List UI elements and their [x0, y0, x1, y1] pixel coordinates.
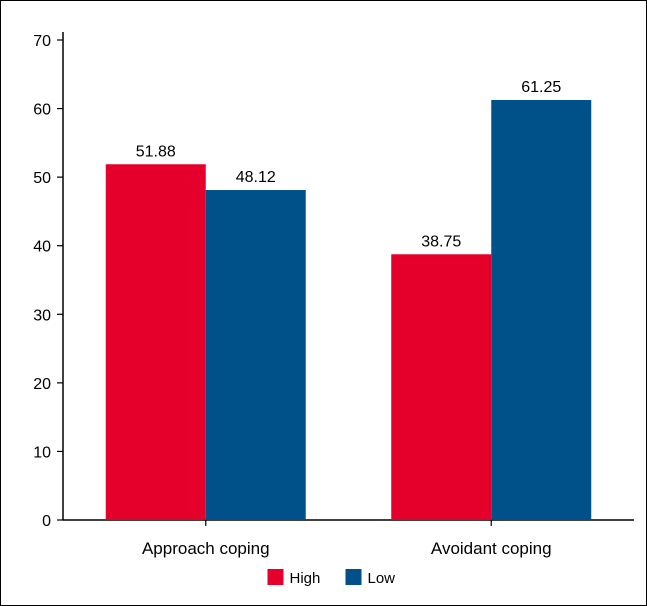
x-category-label: Avoidant coping: [431, 539, 552, 558]
legend: High Low: [267, 569, 396, 587]
y-tick-label: 70: [33, 33, 51, 50]
y-tick-label: 60: [33, 102, 51, 119]
legend-swatch-low: [345, 569, 362, 585]
y-tick-label: 40: [33, 239, 51, 256]
bar-low-1: [491, 100, 592, 520]
bar-low-0: [205, 190, 306, 520]
legend-label: Low: [368, 570, 396, 587]
bar-high-0: [105, 164, 206, 520]
y-tick-label: 50: [33, 170, 51, 187]
y-tick-label: 30: [33, 307, 51, 324]
legend-swatch-high: [267, 569, 284, 585]
data-label: 38.75: [421, 233, 461, 250]
bars: [105, 100, 592, 521]
data-label: 48.12: [236, 169, 276, 186]
data-label: 51.88: [136, 143, 176, 160]
y-tick-label: 20: [33, 376, 51, 393]
y-axis: 0 10 20 30 40 50 60 70: [33, 32, 64, 530]
data-label: 61.25: [521, 79, 561, 96]
x-axis: Approach coping Avoidant coping: [63, 519, 634, 558]
legend-label: High: [290, 570, 321, 587]
y-tick-label: 0: [42, 513, 51, 530]
bar-high-1: [391, 254, 492, 521]
x-category-label: Approach coping: [142, 539, 270, 558]
y-tick-label: 10: [33, 444, 51, 461]
data-labels: 51.88 48.12 38.75 61.25: [136, 79, 562, 250]
